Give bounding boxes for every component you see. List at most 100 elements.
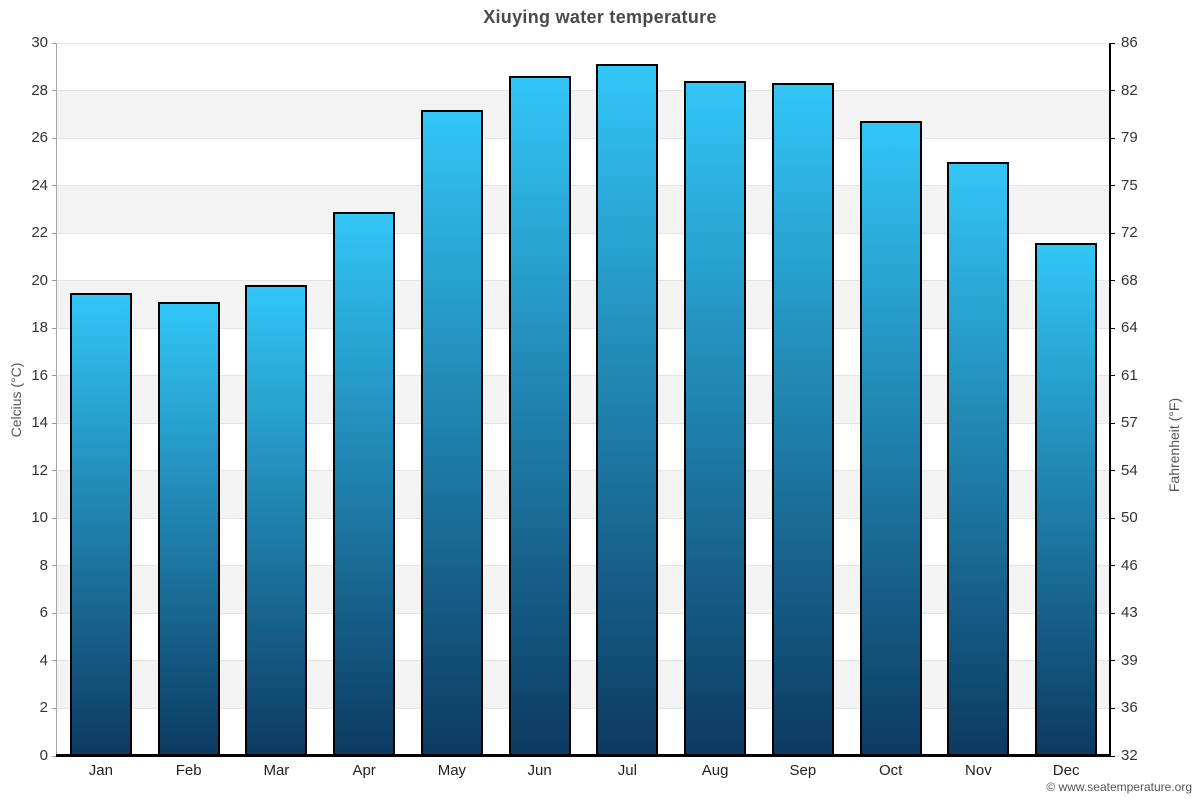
y-tick-mark-left [52,327,57,329]
y-tick-mark-left [52,660,57,662]
y-tick-label-fahrenheit-32: 32 [1121,747,1138,764]
y-tick-label-celsius-8: 8 [39,556,48,574]
y-axis-line-right [1109,43,1111,756]
y-tick-label-fahrenheit-64: 64 [1121,319,1138,337]
plot-band [57,90,1110,139]
watermark-link[interactable]: © www.seatemperature.org [1046,780,1192,794]
y-tick-mark-right [1110,517,1115,519]
bar-mar[interactable] [245,285,308,756]
bar-feb[interactable] [157,302,220,756]
y-tick-label-celsius-0: 0 [39,747,48,764]
y-tick-label-celsius-18: 18 [31,319,48,337]
bar-sep[interactable] [771,83,834,756]
y-tick-mark-right [1110,565,1115,567]
y-tick-mark-left [52,612,57,614]
y-tick-mark-right [1110,707,1115,709]
y-tick-label-fahrenheit-54: 54 [1121,461,1138,479]
y-tick-label-celsius-10: 10 [31,509,48,527]
bar-jul[interactable] [596,64,659,756]
plot-band [57,470,1110,519]
y-tick-label-celsius-6: 6 [39,604,48,622]
y-tick-mark-right [1110,660,1115,662]
x-tick-label-sep: Sep [789,762,817,779]
gridline [57,280,1110,282]
y-tick-mark-right [1110,280,1115,282]
y-tick-mark-right [1110,137,1115,139]
gridline [57,612,1110,614]
x-tick-label-mar: Mar [263,762,290,779]
y-tick-mark-left [52,470,57,472]
y-tick-label-fahrenheit-82: 82 [1121,81,1138,99]
gridline [57,42,1110,44]
gridline [57,422,1110,424]
gridline [57,565,1110,567]
bar-oct[interactable] [859,121,922,756]
gridline [57,327,1110,329]
gridline [57,232,1110,234]
y-tick-label-fahrenheit-86: 86 [1121,34,1138,51]
y-tick-mark-right [1110,375,1115,377]
y-tick-label-fahrenheit-61: 61 [1121,366,1138,384]
y-tick-mark-left [52,755,57,757]
y-tick-label-celsius-16: 16 [31,366,48,384]
x-axis-line-bottom [56,754,1111,757]
bar-nov[interactable] [947,161,1010,756]
gridline [57,375,1110,377]
y-tick-mark-left [52,232,57,234]
y-tick-label-fahrenheit-43: 43 [1121,604,1138,622]
y-tick-mark-right [1110,470,1115,472]
x-tick-label-apr: Apr [352,762,376,779]
bar-may[interactable] [420,109,483,756]
x-tick-label-jan: Jan [88,762,113,779]
y-tick-mark-right [1110,612,1115,614]
bar-aug[interactable] [684,81,747,756]
gridline [57,707,1110,709]
y-tick-mark-right [1110,755,1115,757]
y-tick-mark-left [52,707,57,709]
y-tick-label-celsius-22: 22 [31,224,48,242]
chart-title: Xiuying water temperature [483,7,717,27]
x-tick-label-dec: Dec [1052,762,1080,779]
y-tick-mark-right [1110,90,1115,92]
y-axis-label-fahrenheit: Fahrenheit (°F) [1166,397,1182,493]
x-tick-label-jun: Jun [527,762,552,779]
y-tick-label-fahrenheit-50: 50 [1121,509,1138,527]
y-tick-label-fahrenheit-39: 39 [1121,651,1138,669]
y-tick-label-fahrenheit-79: 79 [1121,129,1138,147]
y-tick-label-celsius-24: 24 [31,176,48,194]
plot-band [57,565,1110,614]
y-tick-mark-right [1110,422,1115,424]
y-tick-mark-right [1110,42,1115,44]
y-tick-mark-left [52,565,57,567]
y-tick-label-celsius-26: 26 [31,129,48,147]
y-tick-label-fahrenheit-46: 46 [1121,556,1138,574]
bar-dec[interactable] [1035,242,1098,756]
y-tick-label-celsius-2: 2 [39,699,48,717]
x-tick-label-feb: Feb [175,762,202,779]
x-tick-label-oct: Oct [878,762,903,779]
y-tick-mark-right [1110,232,1115,234]
y-tick-mark-left [52,375,57,377]
y-axis-label-celsius: Celcius (°C) [8,362,24,438]
gridline [57,517,1110,519]
plot-band [57,280,1110,329]
y-tick-mark-left [52,517,57,519]
y-axis-line-left [56,43,57,756]
bar-apr[interactable] [333,211,396,756]
y-tick-mark-left [52,137,57,139]
plot-band [57,660,1110,709]
y-tick-mark-left [52,185,57,187]
x-tick-label-jul: Jul [617,762,637,779]
y-tick-mark-left [52,422,57,424]
x-tick-label-may: May [437,762,467,779]
bar-jun[interactable] [508,76,571,756]
y-tick-mark-right [1110,327,1115,329]
y-tick-mark-left [52,42,57,44]
bar-jan[interactable] [69,292,132,756]
y-tick-label-celsius-14: 14 [31,414,48,432]
x-tick-label-nov: Nov [965,762,992,779]
y-tick-label-celsius-12: 12 [31,461,48,479]
x-tick-label-aug: Aug [701,762,729,779]
y-tick-label-celsius-30: 30 [31,34,48,51]
gridline [57,137,1110,139]
